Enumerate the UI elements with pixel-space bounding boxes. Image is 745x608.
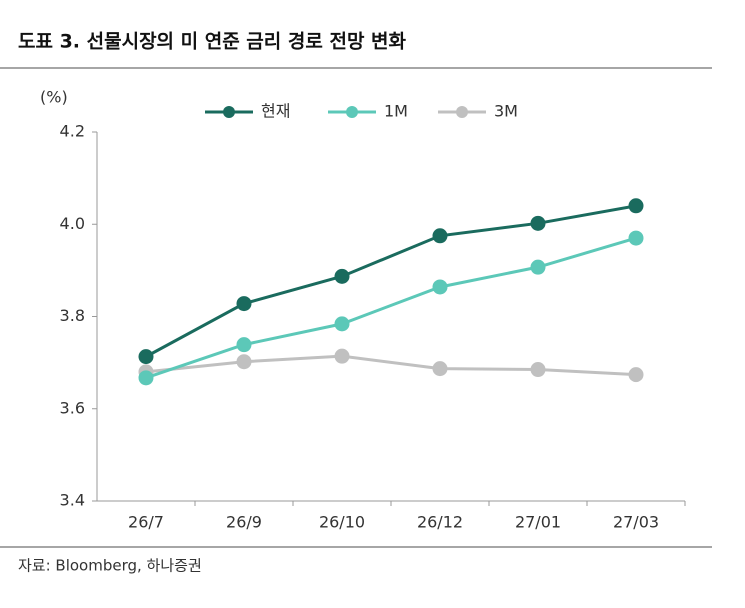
data-point [628,367,644,383]
data-point [236,354,252,370]
legend-label: 1M [384,102,408,121]
data-point [432,228,448,244]
source: 자료: Bloomberg, 하나증권 [18,557,202,575]
y-tick-label: 4.2 [60,122,85,141]
data-point [138,370,154,386]
y-tick-label: 4.0 [60,214,85,233]
data-point [334,268,350,284]
data-point [138,349,154,365]
x-tick-label: 27/01 [515,513,561,532]
data-point [530,215,546,231]
legend-marker [346,106,358,118]
x-tick-label: 27/03 [613,513,659,532]
data-point [432,361,448,377]
y-tick-label: 3.8 [60,306,85,325]
data-point [236,296,252,312]
series-line [145,354,637,377]
chart-title: 도표 3. 선물시장의 미 연준 금리 경로 전망 변화 [18,31,407,53]
legend-marker [456,106,468,118]
y-tick-label: 3.4 [60,491,85,510]
x-tick-label: 26/7 [128,513,164,532]
data-point [334,348,350,364]
y-unit: (%) [40,88,68,107]
legend-label: 현재 [261,102,290,121]
x-tick-label: 26/9 [226,513,262,532]
x-tick-label: 26/10 [319,513,365,532]
series-line [145,204,637,358]
series-line [145,236,637,380]
x-tick-label: 26/12 [417,513,463,532]
data-point [530,362,546,378]
legend-marker [223,106,235,118]
data-point [628,198,644,214]
data-point [334,316,350,332]
y-tick-label: 3.6 [60,398,85,417]
data-point [432,279,448,295]
legend-label: 3M [494,102,518,121]
data-point [628,230,644,246]
data-point [236,337,252,353]
data-point [530,259,546,275]
